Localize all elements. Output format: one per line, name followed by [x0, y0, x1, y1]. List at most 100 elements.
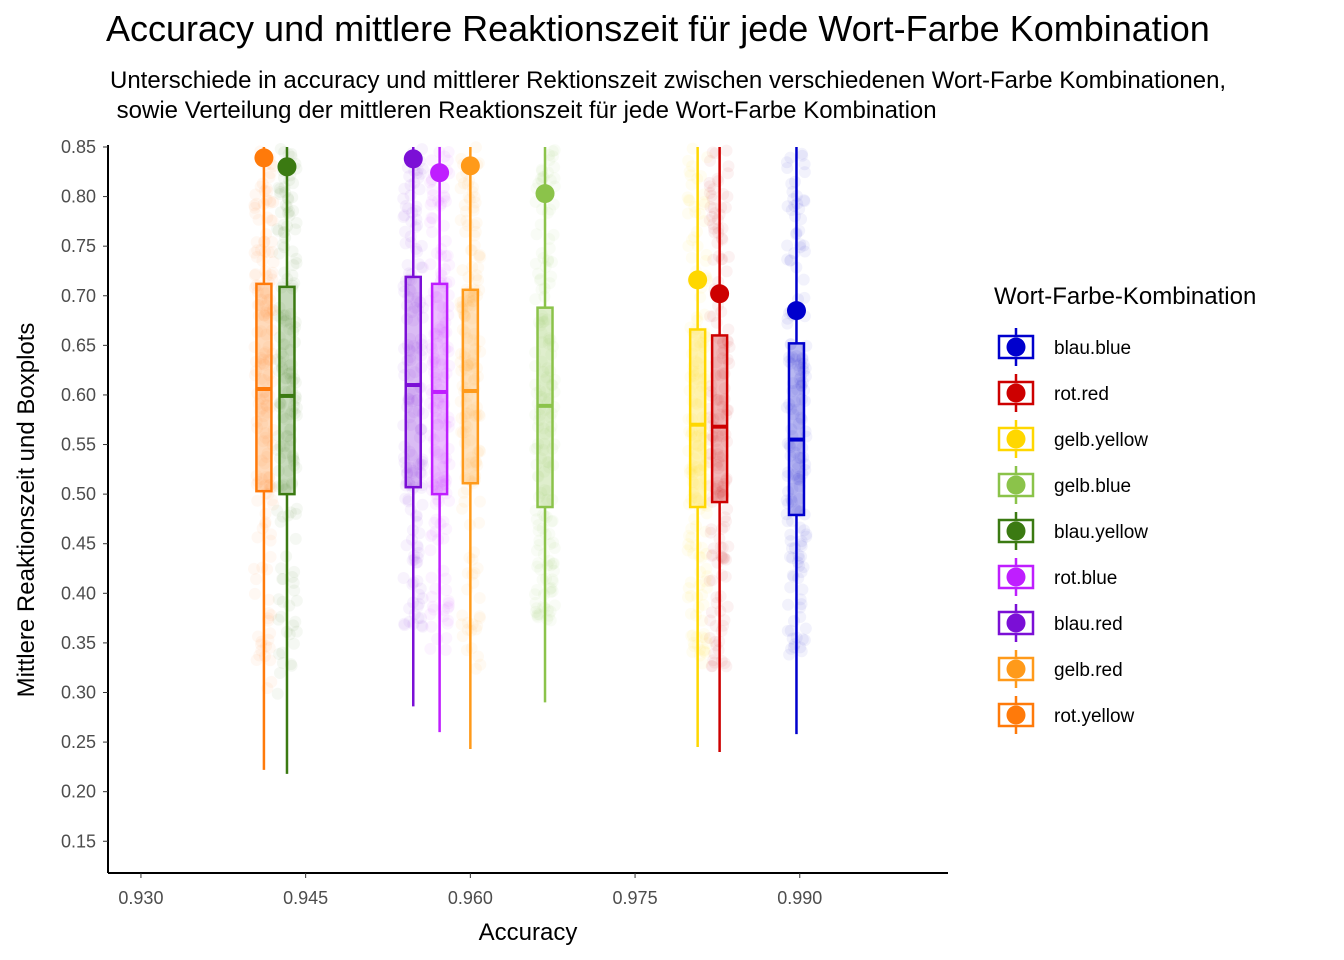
jitter-point — [681, 591, 694, 604]
jitter-point — [722, 250, 735, 263]
jitter-point — [287, 325, 300, 338]
jitter-point — [546, 514, 559, 527]
jitter-point — [433, 430, 446, 443]
jitter-point — [278, 315, 291, 328]
jitter-point — [461, 359, 474, 372]
jitter-point — [457, 486, 470, 499]
jitter-point — [536, 316, 549, 329]
jitter-point — [433, 471, 446, 484]
jitter-point — [795, 540, 808, 553]
jitter-point — [430, 412, 443, 425]
jitter-point — [439, 419, 452, 432]
jitter-point — [427, 285, 440, 298]
jitter-point — [529, 596, 542, 609]
jitter-point — [433, 378, 446, 391]
jitter-point — [435, 249, 448, 262]
jitter-point — [259, 507, 272, 520]
jitter-point — [707, 218, 720, 231]
jitter-point — [266, 214, 279, 227]
jitter-point — [718, 551, 731, 564]
jitter-point — [705, 523, 718, 536]
jitter-point — [707, 201, 720, 214]
jitter-point — [262, 246, 275, 259]
jitter-point — [465, 451, 478, 464]
jitter-point — [279, 446, 292, 459]
jitter-point — [455, 171, 468, 184]
jitter-point — [276, 595, 289, 608]
jitter-point — [473, 444, 486, 457]
jitter-point — [264, 627, 277, 640]
jitter-point — [544, 586, 557, 599]
jitter-point — [698, 188, 711, 201]
jitter-point — [425, 530, 438, 543]
jitter-point — [682, 154, 695, 167]
jitter-point — [690, 492, 703, 505]
mean-point-rot-blue — [430, 163, 450, 183]
jitter-point — [289, 615, 302, 628]
legend-label: rot.blue — [1054, 568, 1117, 589]
jitter-point — [544, 582, 557, 595]
jitter-point — [691, 429, 704, 442]
jitter-point — [538, 315, 551, 328]
jitter-point — [461, 390, 474, 403]
jitter-point — [706, 548, 719, 561]
jitter-point — [440, 522, 453, 535]
jitter-point — [716, 480, 729, 493]
jitter-point — [796, 351, 809, 364]
jitter-point — [541, 484, 554, 497]
jitter-point — [414, 582, 427, 595]
jitter-point — [435, 353, 448, 366]
jitter-point — [264, 167, 277, 180]
jitter-point — [424, 608, 437, 621]
jitter-point — [711, 448, 724, 461]
jitter-point — [689, 339, 702, 352]
jitter-point — [539, 385, 552, 398]
jitter-point — [685, 463, 698, 476]
jitter-point — [792, 472, 805, 485]
jitter-point — [788, 247, 801, 260]
jitter-point — [701, 151, 714, 164]
jitter-point — [288, 584, 301, 597]
jitter-point — [274, 515, 287, 528]
jitter-point — [398, 617, 411, 630]
jitter-point — [703, 214, 716, 227]
jitter-point — [250, 197, 263, 210]
jitter-point — [473, 610, 486, 623]
box-iqr — [710, 334, 729, 504]
jitter-point — [781, 200, 794, 213]
jitter-point — [248, 201, 261, 214]
jitter-point — [263, 641, 276, 654]
jitter-point — [397, 571, 410, 584]
jitter-point — [435, 479, 448, 492]
jitter-point — [785, 177, 798, 190]
jitter-point — [416, 344, 429, 357]
jitter-point — [472, 650, 485, 663]
jitter-point — [797, 273, 810, 286]
jitter-point — [531, 611, 544, 624]
jitter-point — [431, 330, 444, 343]
jitter-point — [469, 196, 482, 209]
jitter-point — [286, 245, 299, 258]
jitter-point — [287, 177, 300, 190]
jitter-point — [796, 468, 809, 481]
jitter-point — [407, 339, 420, 352]
jitter-point — [259, 265, 272, 278]
jitter-point — [715, 305, 728, 318]
jitter-point — [791, 556, 804, 569]
jitter-point — [789, 503, 802, 516]
legend-label: gelb.blue — [1054, 476, 1131, 497]
jitter-point — [427, 189, 440, 202]
jitter-point — [401, 299, 414, 312]
jitter-point — [538, 437, 551, 450]
jitter-point — [404, 461, 417, 474]
jitter-point — [257, 353, 270, 366]
jitter-point — [473, 284, 486, 297]
jitter-point — [442, 345, 455, 358]
jitter-point — [465, 360, 478, 373]
jitter-point — [796, 441, 809, 454]
jitter-point — [701, 637, 714, 650]
jitter-point — [398, 369, 411, 382]
jitter-point — [426, 184, 439, 197]
jitter-point — [685, 629, 698, 642]
y-tick-label: 0.65 — [61, 335, 96, 355]
